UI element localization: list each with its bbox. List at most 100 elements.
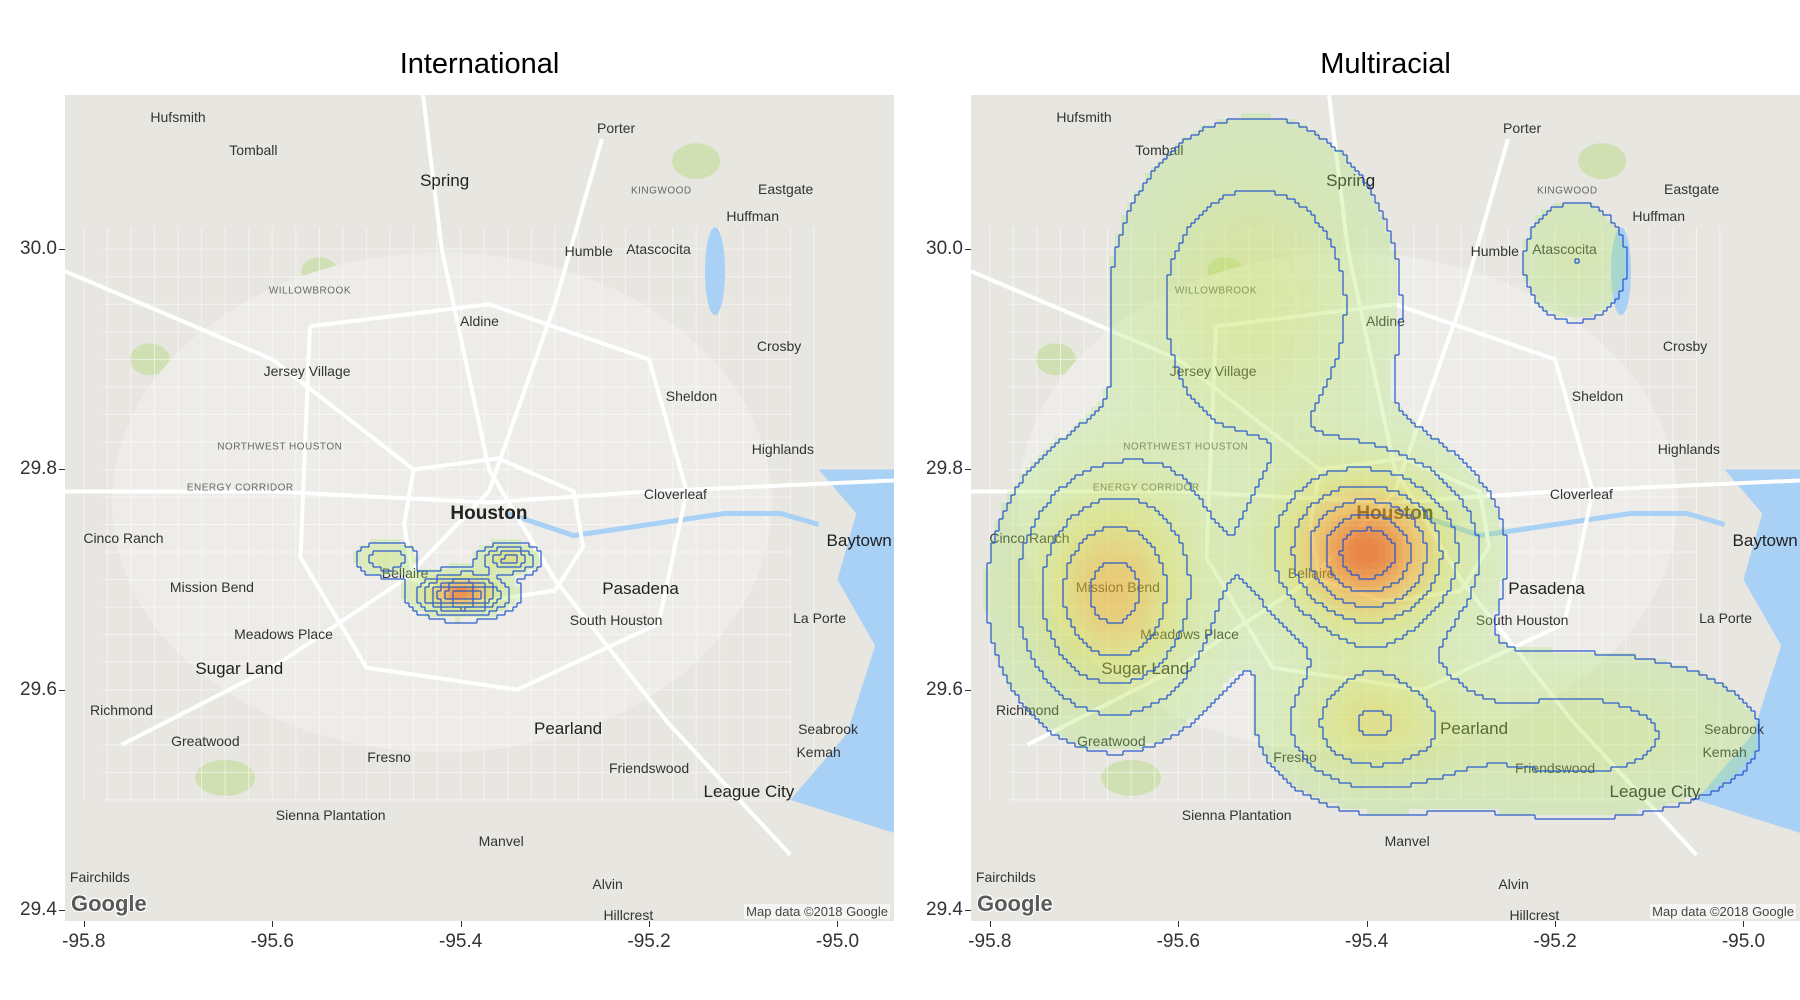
- density-cell: [1187, 605, 1193, 611]
- density-cell: [1049, 569, 1055, 575]
- map-canvas[interactable]: Hufsmith Tomball Spring Porter KINGWOOD Eastg…: [971, 95, 1800, 921]
- density-cell: [1187, 299, 1193, 305]
- density-cell: [1277, 533, 1283, 539]
- density-cell: [1265, 377, 1271, 383]
- density-cell: [1007, 677, 1013, 683]
- density-cell: [1205, 197, 1211, 203]
- density-cell: [1217, 185, 1223, 191]
- density-cell: [407, 593, 413, 599]
- density-cell: [1211, 611, 1217, 617]
- density-cell: [1247, 281, 1253, 287]
- density-cell: [1121, 383, 1127, 389]
- density-cell: [1151, 527, 1157, 533]
- density-cell: [1145, 407, 1151, 413]
- density-cell: [1241, 425, 1247, 431]
- map-attribution[interactable]: Map data ©2018 Google: [744, 904, 890, 919]
- density-cell: [1175, 683, 1181, 689]
- density-cell: [1169, 671, 1175, 677]
- density-cell: [1133, 419, 1139, 425]
- density-cell: [1085, 551, 1091, 557]
- density-cell: [1205, 455, 1211, 461]
- density-cell: [1283, 119, 1289, 125]
- density-cell: [1241, 209, 1247, 215]
- density-cell: [1007, 521, 1013, 527]
- density-cell: [1211, 125, 1217, 131]
- density-cell: [1217, 497, 1223, 503]
- density-cell: [1127, 611, 1133, 617]
- density-cell: [1253, 263, 1259, 269]
- density-cell: [1193, 635, 1199, 641]
- density-cell: [515, 593, 521, 599]
- density-cell: [1115, 299, 1121, 305]
- density-cell: [1109, 365, 1115, 371]
- density-cell: [1145, 713, 1151, 719]
- density-cell: [1277, 359, 1283, 365]
- density-cell: [1169, 515, 1175, 521]
- density-cell: [1199, 467, 1205, 473]
- density-cell: [1181, 365, 1187, 371]
- density-cell: [1283, 707, 1289, 713]
- density-cell: [1109, 305, 1115, 311]
- density-cell: [1151, 467, 1157, 473]
- density-cell: [1037, 473, 1043, 479]
- density-cell: [1199, 503, 1205, 509]
- density-cell: [1163, 155, 1169, 161]
- density-cell: [1193, 203, 1199, 209]
- density-cell: [1031, 521, 1037, 527]
- density-cell: [1115, 341, 1121, 347]
- density-cell: [1031, 509, 1037, 515]
- density-cell: [1007, 653, 1013, 659]
- density-cell: [1019, 509, 1025, 515]
- density-cell: [1031, 581, 1037, 587]
- density-cell: [1259, 467, 1265, 473]
- density-cell: [1205, 305, 1211, 311]
- density-cell: [1163, 407, 1169, 413]
- density-cell: [1253, 695, 1259, 701]
- density-cell: [1049, 455, 1055, 461]
- density-cell: [1223, 443, 1229, 449]
- density-cell: [1253, 305, 1259, 311]
- density-cell: [1073, 593, 1079, 599]
- density-cell: [1265, 569, 1271, 575]
- density-cell: [1079, 707, 1085, 713]
- density-cell: [1013, 485, 1019, 491]
- density-cell: [1115, 635, 1121, 641]
- density-cell: [1271, 551, 1277, 557]
- density-cell: [1271, 437, 1277, 443]
- density-cell: [1229, 521, 1235, 527]
- density-cell: [1139, 743, 1145, 749]
- density-cell: [1157, 407, 1163, 413]
- density-cell: [1157, 593, 1163, 599]
- place-label: Pasadena: [602, 579, 679, 599]
- density-cell: [1097, 473, 1103, 479]
- panel-international: International Hufsmith Tomball Spring Porte…: [20, 48, 894, 952]
- density-cell: [1259, 209, 1265, 215]
- density-cell: [1277, 695, 1283, 701]
- density-cell: [1067, 683, 1073, 689]
- density-cell: [1043, 719, 1049, 725]
- density-cell: [1103, 431, 1109, 437]
- density-cell: [1145, 251, 1151, 257]
- density-cell: [1271, 599, 1277, 605]
- density-cell: [1115, 563, 1121, 569]
- density-cell: [1061, 563, 1067, 569]
- density-cell: [431, 605, 437, 611]
- density-cell: [1205, 137, 1211, 143]
- density-cell: [1199, 473, 1205, 479]
- density-cell: [1073, 665, 1079, 671]
- density-cell: [1229, 557, 1235, 563]
- density-cell: [1247, 527, 1253, 533]
- density-cell: [1283, 353, 1289, 359]
- density-cell: [1169, 551, 1175, 557]
- density-cell: [1163, 491, 1169, 497]
- density-cell: [989, 545, 995, 551]
- density-cell: [1121, 701, 1127, 707]
- density-cell: [1235, 419, 1241, 425]
- density-cell: [1175, 251, 1181, 257]
- density-cell: [1259, 185, 1265, 191]
- density-cell: [1247, 419, 1253, 425]
- density-cell: [1157, 353, 1163, 359]
- map-canvas[interactable]: Hufsmith Tomball Spring Porter KINGWOOD Eastg…: [65, 95, 894, 921]
- density-cell: [1217, 131, 1223, 137]
- density-cell: [1241, 443, 1247, 449]
